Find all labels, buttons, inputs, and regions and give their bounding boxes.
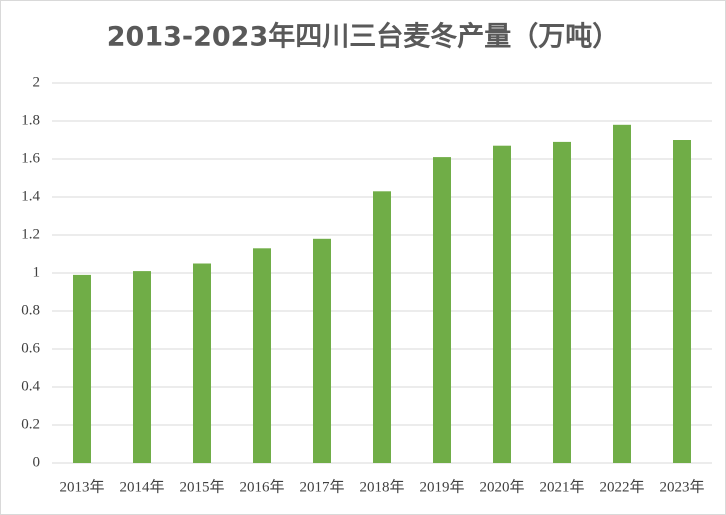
x-tick-label: 2022年 [599,478,644,495]
x-tick-label: 2019年 [419,478,464,495]
bar [673,140,691,463]
bar [493,145,511,463]
bar [613,124,631,464]
y-tick-label: 2 [33,74,41,90]
y-tick-label: 1 [33,264,41,280]
x-tick-label: 2015年 [179,478,224,495]
bar [313,238,331,463]
bar [553,141,571,463]
x-tick-label: 2014年 [119,478,164,495]
bar [253,248,271,463]
x-tick-label: 2023年 [659,478,704,495]
y-tick-label: 0.8 [21,302,40,318]
y-tick-label: 0 [33,454,41,470]
y-tick-label: 0.4 [21,378,40,394]
x-tick-label: 2013年 [59,478,104,495]
x-tick-label: 2016年 [239,478,284,495]
y-tick-label: 1.6 [21,150,40,166]
y-tick-label: 1.2 [21,226,40,242]
x-tick-label: 2020年 [479,478,524,495]
x-tick-label: 2018年 [359,478,404,495]
bar [133,271,151,463]
bar [193,263,211,463]
y-tick-label: 0.2 [21,416,40,432]
y-tick-label: 1.8 [21,112,40,128]
bar [433,157,451,463]
chart-title: 2013-2023年四川三台麦冬产量（万吨） [107,21,620,53]
bar [73,274,91,463]
x-tick-label: 2017年 [299,478,344,495]
bar [373,191,391,464]
x-tick-label: 2021年 [539,478,584,495]
y-tick-label: 1.4 [21,188,40,204]
y-tick-label: 0.6 [21,340,40,356]
